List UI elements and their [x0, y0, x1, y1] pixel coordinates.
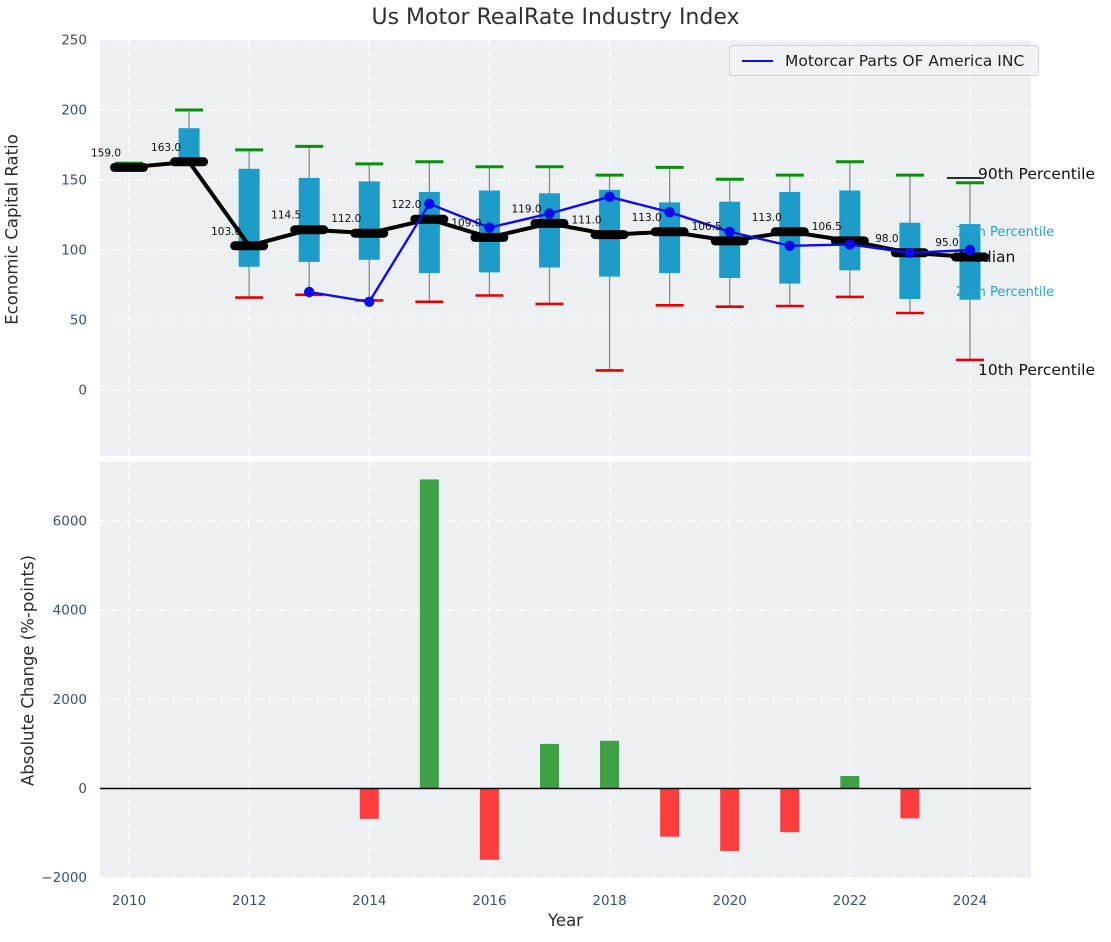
iqr-box: [659, 202, 681, 274]
chart-title: Us Motor RealRate Industry Index: [371, 5, 740, 30]
x-tick-label: 2020: [713, 893, 747, 909]
bottom-y-axis-label: Absolute Change (%-points): [18, 555, 38, 786]
change-bar-negative: [660, 788, 680, 837]
legend-line-sample-icon: [742, 59, 773, 62]
iqr-box: [899, 222, 921, 299]
change-bar-positive: [419, 479, 439, 789]
median-marker: [290, 225, 329, 235]
median-value-label: 98.0: [875, 233, 898, 245]
top-y-tick-label: 50: [70, 313, 87, 329]
median-marker: [770, 227, 809, 237]
iqr-box: [238, 168, 260, 267]
top-y-axis-label: Economic Capital Ratio: [2, 134, 22, 325]
bottom-y-tick-label: 4000: [53, 603, 87, 619]
company-point: [904, 247, 916, 258]
median-value-label: 119.0: [511, 203, 541, 215]
median-value-label: 109.0: [451, 217, 481, 229]
change-bar-negative: [900, 788, 920, 819]
x-tick-label: 2024: [953, 893, 987, 909]
median-value-label: 113.0: [752, 212, 782, 224]
company-line: [309, 195, 971, 304]
median-value-label: 111.0: [572, 215, 602, 227]
bottom-y-tick-label: 6000: [53, 513, 87, 529]
median-value-label: 163.0: [151, 142, 181, 154]
legend-label: Motorcar Parts OF America INC: [785, 51, 1025, 70]
median-value-label: 113.0: [632, 212, 662, 224]
x-tick-label: 2022: [833, 893, 867, 909]
company-point: [844, 239, 856, 250]
iqr-box: [779, 191, 801, 284]
median-value-label: 122.0: [391, 199, 421, 211]
company-point: [664, 207, 675, 218]
x-tick-label: 2012: [232, 893, 266, 909]
change-bar-negative: [359, 788, 379, 819]
median-marker: [950, 252, 989, 262]
median-marker: [530, 218, 569, 228]
median-value-label: 95.0: [935, 237, 958, 249]
iqr-box: [839, 190, 861, 271]
median-value-label: 159.0: [91, 147, 121, 159]
legend: Motorcar Parts OF America INC: [729, 45, 1040, 76]
median-value-label: 106.5: [692, 221, 722, 233]
median-marker: [410, 214, 449, 224]
company-point: [364, 296, 375, 307]
bottom-y-tick-label: −2000: [41, 870, 87, 886]
company-point: [424, 198, 435, 209]
bottom-y-tick-label: 0: [78, 781, 87, 797]
iqr-box: [959, 224, 981, 300]
median-marker: [110, 162, 148, 172]
x-tick-label: 2018: [592, 893, 626, 909]
company-point: [484, 222, 495, 233]
top-y-tick-label: 0: [78, 383, 87, 399]
change-bar-negative: [479, 788, 499, 860]
top-y-tick-label: 200: [61, 103, 87, 119]
iqr-box: [538, 193, 560, 268]
company-point: [304, 286, 315, 298]
iqr-box: [358, 181, 380, 260]
median-marker: [470, 232, 509, 242]
median-value-label: 112.0: [331, 213, 361, 225]
median-marker: [590, 230, 629, 240]
p75-annotation: 75th Percentile: [956, 225, 1054, 240]
company-point: [604, 191, 615, 202]
change-bar-negative: [720, 788, 740, 851]
bottom-plot-background: [100, 462, 1031, 878]
median-marker: [230, 241, 269, 251]
company-point: [724, 226, 735, 237]
median-marker: [710, 236, 749, 246]
x-tick-label: 2014: [352, 893, 386, 909]
company-point: [784, 240, 795, 251]
top-y-tick-label: 250: [61, 33, 87, 49]
p90-annotation: 90th Percentile: [978, 165, 1095, 183]
change-bar-positive: [539, 743, 559, 789]
x-axis-label: Year: [548, 911, 583, 930]
change-bar-positive: [840, 776, 860, 789]
bottom-y-tick-label: 2000: [53, 692, 87, 708]
median-value-label: 103.0: [211, 226, 241, 238]
iqr-box: [178, 128, 200, 164]
x-tick-label: 2010: [112, 893, 146, 909]
company-point: [964, 244, 976, 256]
median-marker: [170, 157, 209, 167]
company-point: [544, 208, 555, 219]
x-tick-label: 2016: [472, 893, 506, 909]
median-marker: [350, 228, 389, 238]
median-marker: [650, 227, 689, 237]
change-bar-negative: [780, 788, 800, 833]
top-y-tick-label: 100: [61, 243, 87, 259]
p25-annotation: 25th Percentile: [956, 285, 1054, 300]
iqr-box: [298, 177, 320, 262]
top-y-tick-label: 150: [61, 173, 87, 189]
median-value-label: 114.5: [271, 210, 301, 222]
change-bar-positive: [600, 740, 620, 789]
p10-annotation: 10th Percentile: [978, 361, 1095, 379]
median-value-label: 106.5: [812, 221, 842, 233]
